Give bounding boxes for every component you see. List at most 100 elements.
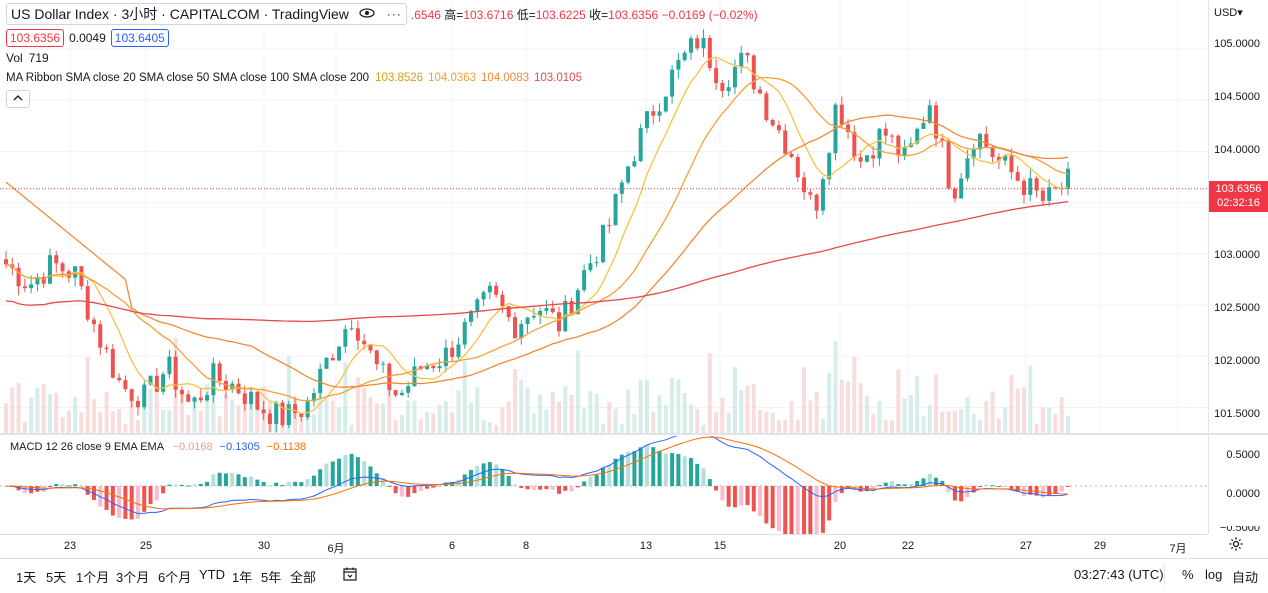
auto-scale-button[interactable]: 自动 xyxy=(1232,570,1259,585)
volume-bar xyxy=(846,381,851,433)
candle-body xyxy=(934,105,939,139)
time-axis[interactable]: 23 25 30 6月 6 8 13 15 20 22 27 29 7月 xyxy=(0,534,1208,559)
candle-body xyxy=(54,255,59,264)
utc-clock[interactable]: 03:27:43 (UTC) xyxy=(1074,567,1164,582)
candle-body xyxy=(311,393,316,402)
macd-hist-bar xyxy=(513,484,518,486)
ohlc-high-label: 高= xyxy=(444,7,464,22)
calendar-goto-icon[interactable] xyxy=(342,566,358,585)
range-ytd-button[interactable]: YTD xyxy=(199,567,225,582)
volume-bar xyxy=(575,350,580,433)
macd-hist-bar xyxy=(550,486,555,490)
ma-ribbon xyxy=(5,56,1069,415)
candle-body xyxy=(399,392,404,396)
range-1d-button[interactable]: 1天 xyxy=(16,570,37,585)
gear-icon[interactable] xyxy=(1228,536,1244,557)
candle-body xyxy=(965,158,970,179)
candle-body xyxy=(864,155,869,162)
candle-body xyxy=(267,413,272,424)
ma-ribbon-legend[interactable]: MA Ribbon SMA close 20 SMA close 50 SMA … xyxy=(6,68,758,88)
candle-body xyxy=(871,155,876,159)
candle-body xyxy=(619,182,624,194)
macd-hist-bar xyxy=(60,484,65,486)
candle-body xyxy=(890,135,895,137)
volume-bar xyxy=(984,401,989,433)
chevron-up-icon[interactable] xyxy=(6,90,30,108)
macd-hist-bar xyxy=(607,464,612,486)
price-axis[interactable] xyxy=(1208,0,1268,433)
macd-hist-bar xyxy=(387,486,392,487)
macd-hist-bar xyxy=(374,473,379,486)
volume-bar xyxy=(456,390,461,433)
time-label: 25 xyxy=(139,540,153,552)
macd-axis[interactable] xyxy=(1208,436,1268,534)
macd-hist-bar xyxy=(563,486,568,491)
time-label: 6月 xyxy=(327,543,345,555)
pane-separator[interactable] xyxy=(0,433,1268,435)
candle-body xyxy=(701,37,706,49)
candle-body xyxy=(431,365,436,369)
candle-body xyxy=(802,177,807,193)
candle-body xyxy=(613,193,618,226)
macd-hist-bar xyxy=(739,486,744,506)
percent-scale-button[interactable]: % xyxy=(1182,567,1194,582)
range-5y-button[interactable]: 5年 xyxy=(261,570,282,585)
range-all-button[interactable]: 全部 xyxy=(290,570,317,585)
volume-bar xyxy=(764,411,769,433)
macd-hist-bar xyxy=(211,474,216,486)
candle-body xyxy=(513,317,518,339)
candle-body xyxy=(569,300,574,315)
more-dots-icon[interactable]: ··· xyxy=(386,7,402,21)
volume-bar xyxy=(827,373,832,433)
candle-body xyxy=(971,149,976,159)
macd-hist-bar xyxy=(946,486,951,492)
macd-hist-bar xyxy=(223,473,228,486)
macd-hist-bar xyxy=(833,486,838,502)
range-3m-button[interactable]: 3个月 xyxy=(116,570,150,585)
macd-hist-bar xyxy=(110,486,115,516)
volume-bar xyxy=(839,379,844,433)
macd-legend[interactable]: MACD 12 26 close 9 EMA EMA −0.0168 −0.13… xyxy=(10,441,306,453)
candle-body xyxy=(22,286,27,289)
macd-hist-bar xyxy=(758,486,763,517)
candle-body xyxy=(858,157,863,162)
candle-body xyxy=(946,140,951,189)
ma-line xyxy=(5,200,1069,323)
candle-body xyxy=(739,52,744,67)
buy-price-box[interactable]: 103.6405 xyxy=(110,29,169,47)
macd-hist-bar xyxy=(129,486,134,520)
price-chart[interactable] xyxy=(0,0,1208,433)
macd-hist-bar xyxy=(720,486,725,501)
macd-hist-bar xyxy=(1028,486,1033,495)
candle-body xyxy=(732,66,737,88)
volume-bar xyxy=(644,379,649,433)
currency-selector[interactable]: USD▾ xyxy=(1214,7,1243,19)
time-label: 27 xyxy=(1019,540,1033,552)
volume-bar xyxy=(795,419,800,433)
last-price-value: 103.6356 xyxy=(1215,183,1262,195)
sell-price-box[interactable]: 103.6356 xyxy=(6,29,65,47)
macd-hist-bar xyxy=(676,454,681,486)
range-1m-button[interactable]: 1个月 xyxy=(76,570,110,585)
candle-body xyxy=(751,55,756,90)
ohlc-low: 103.6225 xyxy=(535,7,586,22)
volume-bar xyxy=(670,377,675,433)
macd-hist-bar xyxy=(959,486,964,502)
macd-hist-bar xyxy=(556,486,561,494)
macd-histogram xyxy=(4,444,1070,534)
range-5d-button[interactable]: 5天 xyxy=(46,570,67,585)
range-6m-button[interactable]: 6个月 xyxy=(158,570,192,585)
eye-icon[interactable] xyxy=(359,7,375,21)
log-scale-button[interactable]: log xyxy=(1205,567,1223,582)
volume-bar xyxy=(808,400,813,433)
candle-body xyxy=(154,375,159,392)
candle-body xyxy=(261,409,266,414)
symbol-title-box[interactable]: US Dollar Index · 3小时 · CAPITALCOM · Tra… xyxy=(6,3,407,25)
symbol-title[interactable]: US Dollar Index · 3小时 · CAPITALCOM · Tra… xyxy=(11,6,349,22)
range-1y-button[interactable]: 1年 xyxy=(232,570,253,585)
macd-chart[interactable] xyxy=(0,436,1208,534)
macd-hist-bar xyxy=(984,484,989,486)
macd-hist-bar xyxy=(506,475,511,486)
ohlc-close: 103.6356 xyxy=(608,7,659,22)
volume-bar xyxy=(393,419,398,433)
